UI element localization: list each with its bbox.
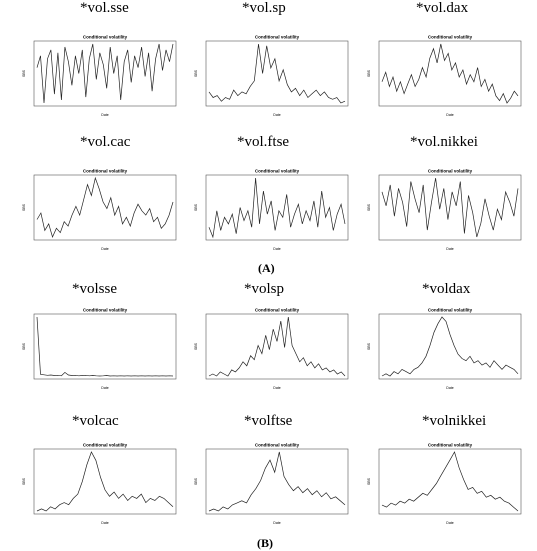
chart-title: Conditional volatility <box>428 169 473 174</box>
x-axis-label: Date <box>446 386 453 390</box>
y-axis-label: SBS <box>22 69 26 77</box>
panel-header: *volcac <box>72 413 119 429</box>
y-axis-label: SBS <box>22 203 26 211</box>
volatility-chart: Conditional volatility SBS Date <box>194 308 349 390</box>
panel-header: *voldax <box>422 281 471 297</box>
chart-title: Conditional volatility <box>83 443 128 448</box>
plot-frame <box>378 313 522 380</box>
plot-frame <box>378 40 522 107</box>
plot-frame <box>33 313 177 380</box>
volatility-series-line <box>381 43 519 104</box>
chart-title: Conditional volatility <box>428 308 473 313</box>
y-axis-label: SBS <box>194 342 198 350</box>
x-axis-label: Date <box>446 113 453 117</box>
plot-frame <box>205 40 349 107</box>
plot-frame <box>33 40 177 107</box>
panel-header: *vol.sp <box>242 0 286 16</box>
x-axis-label: Date <box>101 386 108 390</box>
panel-header: *vol.ftse <box>237 134 290 150</box>
chart-title: Conditional volatility <box>83 35 128 40</box>
x-axis-label: Date <box>273 521 280 525</box>
chart-title: Conditional volatility <box>255 308 300 313</box>
volatility-series-line <box>381 451 519 512</box>
panel-label-a: (A) <box>258 261 275 275</box>
plot-frame <box>33 174 177 241</box>
x-axis-label: Date <box>273 386 280 390</box>
volatility-series-line <box>381 177 519 238</box>
volatility-chart: Conditional volatility SBS Date <box>22 443 177 525</box>
panel-header: *volnikkei <box>422 413 487 429</box>
x-axis-label: Date <box>273 113 280 117</box>
chart-title: Conditional volatility <box>83 169 128 174</box>
volatility-chart: Conditional volatility SBS Date <box>194 35 349 117</box>
x-axis-label: Date <box>446 521 453 525</box>
y-axis-label: SBS <box>367 69 371 77</box>
y-axis-label: SBS <box>22 342 26 350</box>
y-axis-label: SBS <box>367 203 371 211</box>
panel-header: *volftse <box>244 413 293 429</box>
plot-frame <box>378 174 522 241</box>
panel-header: *volsp <box>244 281 285 297</box>
volatility-chart: Conditional volatility SBS Date <box>367 308 522 390</box>
y-axis-label: SBS <box>194 69 198 77</box>
panel-header: *vol.nikkei <box>410 134 478 150</box>
y-axis-label: SBS <box>367 477 371 485</box>
volatility-series-line <box>208 316 346 377</box>
volatility-series-line <box>208 177 346 239</box>
volatility-series-line <box>36 43 174 104</box>
plot-frame <box>205 448 349 515</box>
volatility-series-line <box>381 316 519 377</box>
panel-header: *vol.dax <box>416 0 469 16</box>
chart-title: Conditional volatility <box>428 35 473 40</box>
y-axis-label: SBS <box>367 342 371 350</box>
volatility-series-line <box>208 451 346 512</box>
volatility-series-line <box>36 316 174 377</box>
chart-title: Conditional volatility <box>83 308 128 313</box>
plot-frame <box>33 448 177 515</box>
volatility-chart: Conditional volatility SBS Date <box>367 35 522 117</box>
x-axis-label: Date <box>446 247 453 251</box>
volatility-chart: Conditional volatility SBS Date <box>367 443 522 525</box>
x-axis-label: Date <box>101 247 108 251</box>
volatility-chart: Conditional volatility SBS Date <box>367 169 522 251</box>
plot-frame <box>205 313 349 380</box>
y-axis-label: SBS <box>194 203 198 211</box>
volatility-series-line <box>36 451 174 512</box>
x-axis-label: Date <box>101 113 108 117</box>
chart-title: Conditional volatility <box>428 443 473 448</box>
chart-title: Conditional volatility <box>255 169 300 174</box>
y-axis-label: SBS <box>22 477 26 485</box>
panel-header: *vol.cac <box>80 134 131 150</box>
plot-frame <box>205 174 349 241</box>
volatility-chart: Conditional volatility SBS Date <box>194 443 349 525</box>
volatility-series-line <box>36 176 174 239</box>
volatility-chart: Conditional volatility SBS Date <box>194 169 349 251</box>
volatility-series-line <box>208 43 346 104</box>
volatility-chart: Conditional volatility SBS Date <box>22 169 177 251</box>
panel-label-b: (B) <box>257 536 273 550</box>
chart-title: Conditional volatility <box>255 35 300 40</box>
volatility-chart: Conditional volatility SBS Date <box>22 35 177 117</box>
panel-header: *volsse <box>72 281 117 297</box>
chart-title: Conditional volatility <box>255 443 300 448</box>
plot-frame <box>378 448 522 515</box>
x-axis-label: Date <box>273 247 280 251</box>
y-axis-label: SBS <box>194 477 198 485</box>
panel-header: *vol.sse <box>80 0 129 16</box>
volatility-chart: Conditional volatility SBS Date <box>22 308 177 390</box>
x-axis-label: Date <box>101 521 108 525</box>
